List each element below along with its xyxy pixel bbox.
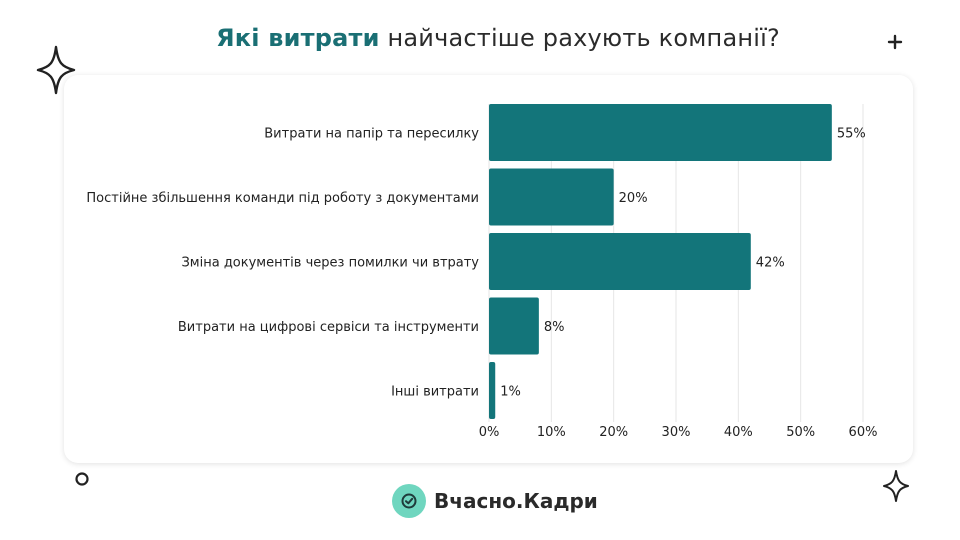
title-accent: Які витрати bbox=[216, 24, 380, 52]
bar-chart: Витрати на папір та пересилку 55% Постійне… bbox=[86, 104, 878, 440]
bar-0 bbox=[489, 104, 832, 161]
x-tick-label-2: 20% bbox=[599, 425, 628, 440]
x-tick-label-5: 50% bbox=[786, 425, 815, 440]
value-label-0: 55% bbox=[837, 127, 866, 142]
category-label-0: Витрати на папір та пересилку bbox=[264, 127, 479, 142]
bar-1 bbox=[489, 168, 614, 226]
category-label-3: Витрати на цифрові сервіси та інструмент… bbox=[178, 320, 479, 335]
footer-brand: Вчасно.Кадри bbox=[392, 484, 598, 518]
sparkle-icon bbox=[36, 45, 76, 95]
value-label-3: 8% bbox=[544, 320, 565, 335]
chart-card: Витрати на папір та пересилку 55% Постійне… bbox=[64, 75, 913, 463]
x-tick-label-3: 30% bbox=[662, 425, 691, 440]
page-title: Які витрати найчастіше рахують компанії? bbox=[0, 24, 960, 52]
x-tick-label-4: 40% bbox=[724, 425, 753, 440]
ring-icon bbox=[75, 472, 89, 486]
x-tick-label-6: 60% bbox=[849, 425, 878, 440]
value-label-1: 20% bbox=[619, 191, 648, 206]
plus-icon bbox=[887, 34, 903, 50]
category-label-2: Зміна документів через помилки чи втрату bbox=[181, 256, 479, 271]
category-label-1: Постійне збільшення команди під роботу з… bbox=[86, 191, 479, 206]
bar-4 bbox=[489, 362, 496, 419]
title-rest: найчастіше рахують компанії? bbox=[379, 24, 780, 52]
category-label-4: Інші витрати bbox=[391, 385, 479, 400]
bar-3 bbox=[489, 297, 539, 355]
x-tick-label-0: 0% bbox=[479, 425, 500, 440]
value-label-2: 42% bbox=[756, 256, 785, 271]
sparkle-icon bbox=[883, 470, 909, 502]
value-label-4: 1% bbox=[500, 385, 521, 400]
brand-name: Вчасно.Кадри bbox=[434, 489, 598, 513]
check-circle-icon bbox=[392, 484, 426, 518]
x-tick-label-1: 10% bbox=[537, 425, 566, 440]
bar-2 bbox=[489, 233, 751, 290]
